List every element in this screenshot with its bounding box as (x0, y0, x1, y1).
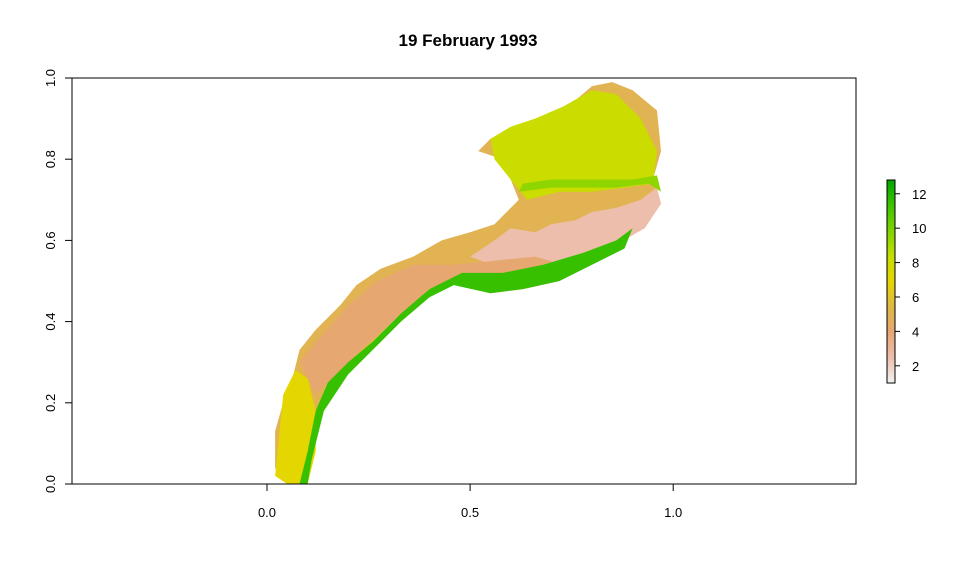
legend-tick-label: 8 (912, 256, 919, 271)
raster-region-4 (275, 370, 316, 484)
chart-title: 19 February 1993 (399, 31, 538, 50)
y-tick-label: 0.6 (43, 231, 58, 249)
y-tick-label: 0.0 (43, 475, 58, 493)
x-tick-label: 0.5 (461, 505, 479, 520)
raster-region-1 (470, 187, 661, 277)
legend-tick-label: 12 (912, 187, 926, 202)
legend-tick-label: 2 (912, 359, 919, 374)
x-tick-label: 1.0 (664, 505, 682, 520)
color-legend: 2 4 6 8 10 12 (886, 179, 926, 384)
y-tick-label: 0.4 (43, 313, 58, 331)
raster-region-5 (299, 228, 633, 484)
raster-region-6 (518, 175, 661, 192)
legend-tick-label: 10 (912, 221, 926, 236)
y-tick-label: 0.8 (43, 150, 58, 168)
y-tick-label: 0.2 (43, 394, 58, 412)
x-axis: 0.0 0.5 1.0 (258, 483, 682, 520)
legend-tick-label: 6 (912, 290, 919, 305)
y-axis: 0.0 0.2 0.4 0.6 0.8 1.0 (43, 69, 73, 493)
y-tick-label: 1.0 (43, 69, 58, 87)
raster-regions (275, 82, 661, 484)
raster-region-3 (490, 90, 657, 200)
legend-tick-label: 4 (912, 324, 919, 339)
legend-color-bar (886, 179, 896, 384)
x-tick-label: 0.0 (258, 505, 276, 520)
raster-region-2 (299, 256, 564, 395)
